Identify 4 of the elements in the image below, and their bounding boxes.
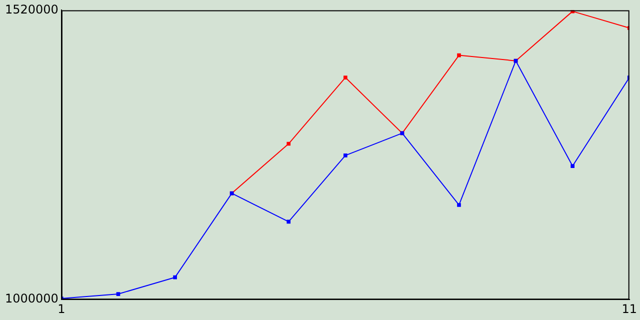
x-tick-label: 1 [58, 302, 66, 316]
y-tick-label: 1520000 [4, 2, 58, 16]
x-tick-label: 11 [622, 302, 638, 316]
y-tick-label: 1000000 [4, 292, 58, 306]
